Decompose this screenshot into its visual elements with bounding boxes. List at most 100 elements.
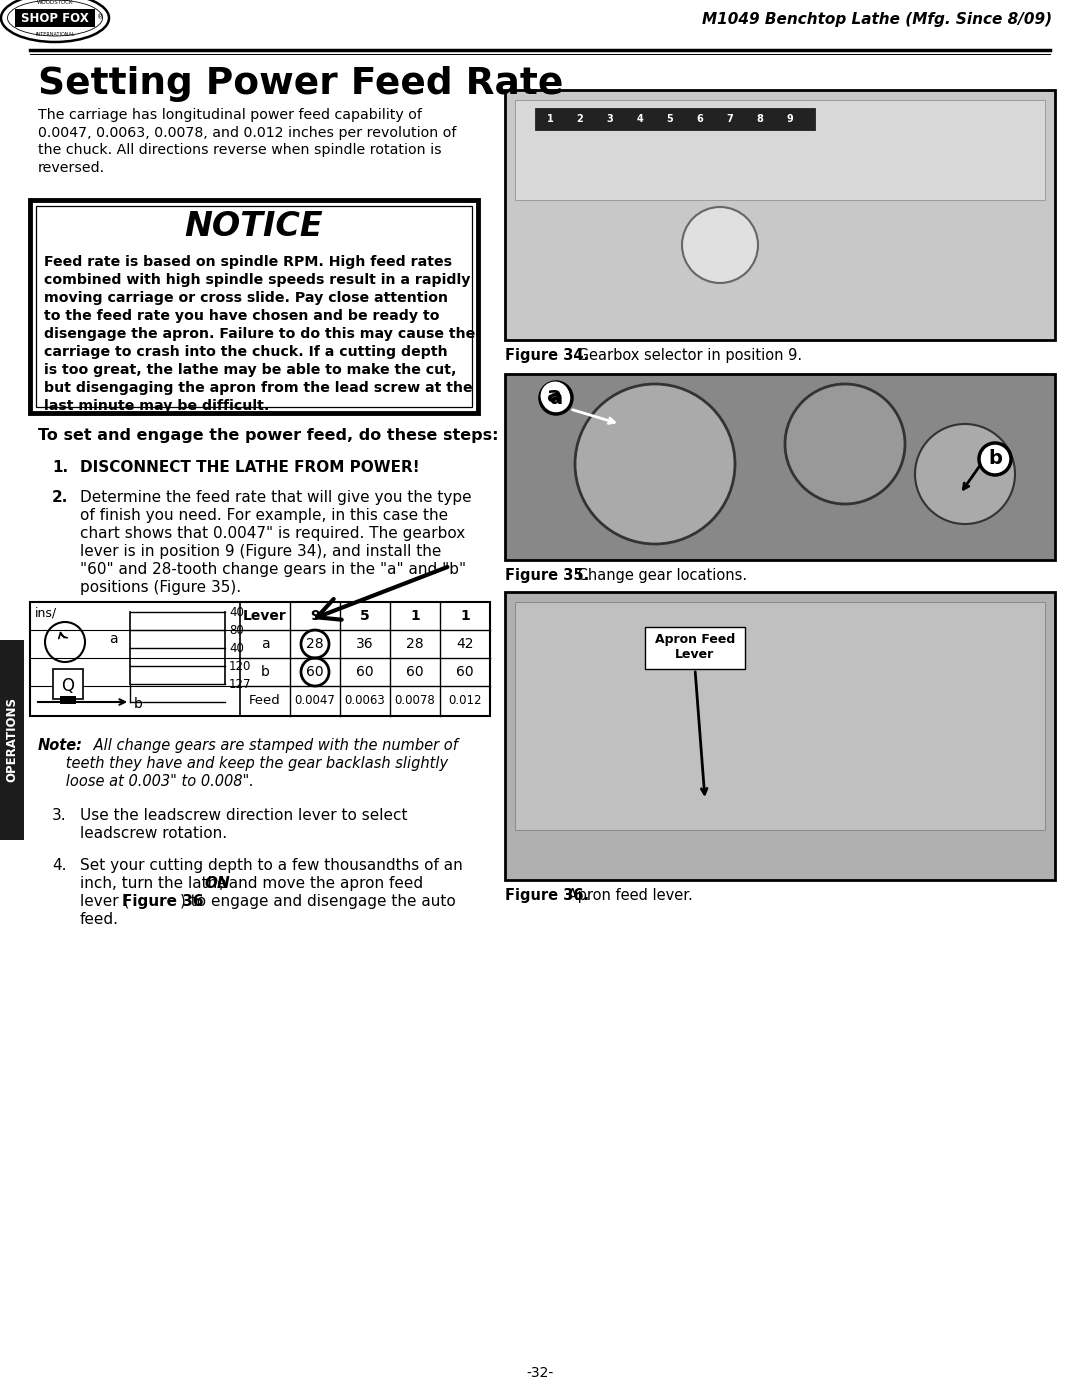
Bar: [60, 696, 76, 704]
Text: Figure 35.: Figure 35.: [505, 569, 590, 583]
Bar: [535, 108, 815, 130]
Text: to the feed rate you have chosen and be ready to: to the feed rate you have chosen and be …: [44, 309, 440, 323]
Text: 42: 42: [456, 637, 474, 651]
Text: 127: 127: [229, 678, 252, 690]
Text: feed.: feed.: [80, 912, 119, 928]
Text: moving carriage or cross slide. Pay close attention: moving carriage or cross slide. Pay clos…: [44, 291, 448, 305]
Text: b: b: [260, 665, 269, 679]
Bar: [30, 602, 490, 717]
Text: b: b: [988, 450, 1002, 468]
FancyArrowPatch shape: [316, 567, 447, 620]
FancyBboxPatch shape: [645, 627, 745, 669]
Text: chart shows that 0.0047" is required. The gearbox: chart shows that 0.0047" is required. Th…: [80, 527, 465, 541]
Text: Gearbox selector in position 9.: Gearbox selector in position 9.: [573, 348, 802, 363]
Text: inch, turn the lathe: inch, turn the lathe: [80, 876, 231, 891]
Text: of finish you need. For example, in this case the: of finish you need. For example, in this…: [80, 509, 448, 522]
Text: Determine the feed rate that will give you the type: Determine the feed rate that will give y…: [80, 490, 472, 504]
Text: Figure 36.: Figure 36.: [505, 888, 589, 902]
Text: 0.0047: 0.0047: [295, 693, 336, 707]
Bar: [505, 374, 1055, 560]
Text: 1.: 1.: [52, 460, 68, 475]
Text: positions (Figure 35).: positions (Figure 35).: [80, 580, 241, 595]
Bar: [505, 592, 1055, 880]
Text: 4.: 4.: [52, 858, 67, 873]
Text: 0.0047, 0.0063, 0.0078, and 0.012 inches per revolution of: 0.0047, 0.0063, 0.0078, and 0.012 inches…: [38, 126, 457, 140]
Text: Q: Q: [62, 678, 75, 694]
Text: combined with high spindle speeds result in a rapidly: combined with high spindle speeds result…: [44, 272, 471, 286]
Text: 3.: 3.: [52, 807, 67, 823]
Text: 40: 40: [229, 641, 244, 655]
Text: Use the leadscrew direction lever to select: Use the leadscrew direction lever to sel…: [80, 807, 407, 823]
Text: loose at 0.003" to 0.008".: loose at 0.003" to 0.008".: [38, 774, 254, 789]
Circle shape: [540, 381, 572, 414]
Text: 0.0063: 0.0063: [345, 693, 386, 707]
Text: the chuck. All directions reverse when spindle rotation is: the chuck. All directions reverse when s…: [38, 142, 442, 156]
Text: teeth they have and keep the gear backlash slightly: teeth they have and keep the gear backla…: [38, 756, 448, 771]
Text: DISCONNECT THE LATHE FROM POWER!: DISCONNECT THE LATHE FROM POWER!: [80, 460, 420, 475]
Text: 60: 60: [456, 665, 474, 679]
Text: Apron Feed
Lever: Apron Feed Lever: [654, 633, 735, 661]
Text: 60: 60: [307, 665, 324, 679]
Text: 3: 3: [607, 115, 613, 124]
Text: 7: 7: [727, 115, 733, 124]
Ellipse shape: [8, 0, 103, 36]
Text: last minute may be difficult.: last minute may be difficult.: [44, 400, 269, 414]
Text: Change gear locations.: Change gear locations.: [573, 569, 747, 583]
Text: M1049 Benchtop Lathe (Mfg. Since 8/09): M1049 Benchtop Lathe (Mfg. Since 8/09): [702, 13, 1052, 27]
Bar: [30, 200, 478, 414]
Text: Lever: Lever: [243, 609, 287, 623]
Text: 80: 80: [229, 623, 244, 637]
Text: 4: 4: [636, 115, 644, 124]
Text: 28: 28: [406, 637, 423, 651]
Text: 8: 8: [757, 115, 764, 124]
Text: -32-: -32-: [526, 1366, 554, 1380]
Text: 0.012: 0.012: [448, 693, 482, 707]
Bar: [515, 602, 1045, 830]
Text: but disengaging the apron from the lead screw at the: but disengaging the apron from the lead …: [44, 381, 473, 395]
Text: 1: 1: [546, 115, 553, 124]
Text: is too great, the lathe may be able to make the cut,: is too great, the lathe may be able to m…: [44, 363, 457, 377]
Text: carriage to crash into the chuck. If a cutting depth: carriage to crash into the chuck. If a c…: [44, 345, 447, 359]
Text: 60: 60: [356, 665, 374, 679]
Text: OPERATIONS: OPERATIONS: [5, 697, 18, 782]
Circle shape: [681, 207, 758, 284]
Bar: [53, 669, 83, 698]
Text: 2.: 2.: [52, 490, 68, 504]
Text: disengage the apron. Failure to do this may cause the: disengage the apron. Failure to do this …: [44, 327, 475, 341]
Text: leadscrew rotation.: leadscrew rotation.: [80, 826, 227, 841]
Text: NOTICE: NOTICE: [185, 210, 323, 243]
Text: INTERNATIONAL: INTERNATIONAL: [36, 32, 75, 38]
Bar: [0, 640, 24, 840]
Text: WOODSTOCK: WOODSTOCK: [37, 0, 73, 4]
Text: Apron feed lever.: Apron feed lever.: [563, 888, 692, 902]
Text: 0.0078: 0.0078: [394, 693, 435, 707]
Ellipse shape: [1, 0, 109, 42]
Text: "60" and 28-tooth change gears in the "a" and "b": "60" and 28-tooth change gears in the "a…: [80, 562, 467, 577]
Text: a: a: [550, 390, 563, 408]
Text: lever (: lever (: [80, 894, 130, 909]
Text: reversed.: reversed.: [38, 161, 105, 175]
Text: 5: 5: [360, 609, 369, 623]
Text: Note:: Note:: [38, 738, 83, 753]
Text: 9: 9: [786, 115, 794, 124]
Text: 9: 9: [310, 609, 320, 623]
Text: a: a: [109, 631, 118, 645]
Text: SHOP FOX: SHOP FOX: [22, 11, 89, 25]
Bar: [505, 89, 1055, 339]
Circle shape: [575, 384, 735, 543]
Text: Figure 36: Figure 36: [122, 894, 203, 909]
Text: a: a: [260, 637, 269, 651]
Text: 60: 60: [406, 665, 423, 679]
Text: , and move the apron feed: , and move the apron feed: [219, 876, 423, 891]
Text: ins/: ins/: [35, 606, 57, 619]
Text: a: a: [548, 386, 563, 407]
Text: ON: ON: [205, 876, 231, 891]
Text: 120: 120: [229, 659, 252, 672]
Text: Setting Power Feed Rate: Setting Power Feed Rate: [38, 66, 564, 102]
Bar: [36, 205, 472, 407]
Text: 36: 36: [356, 637, 374, 651]
Circle shape: [978, 443, 1011, 475]
Text: All change gears are stamped with the number of: All change gears are stamped with the nu…: [89, 738, 458, 753]
Text: Feed rate is based on spindle RPM. High feed rates: Feed rate is based on spindle RPM. High …: [44, 256, 453, 270]
Text: 1: 1: [460, 609, 470, 623]
